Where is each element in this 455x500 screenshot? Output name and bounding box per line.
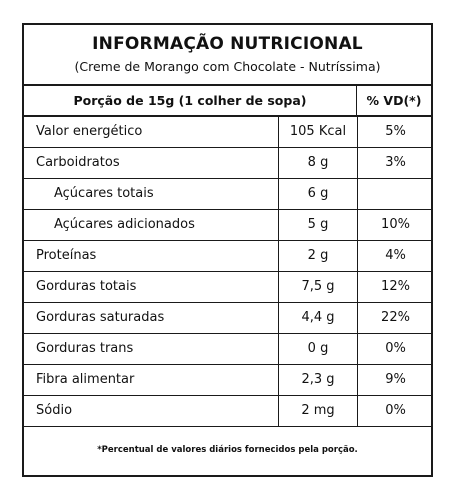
nutrient-row: Fibra alimentar 2,3 g 9% bbox=[24, 365, 431, 396]
nutrient-row: Açúcares adicionados 5 g 10% bbox=[24, 210, 431, 241]
nutrient-row: Sódio 2 mg 0% bbox=[24, 396, 431, 427]
nutrition-facts-label: INFORMAÇÃO NUTRICIONAL (Creme de Morango… bbox=[22, 23, 433, 477]
nutrient-name: Valor energético bbox=[36, 124, 143, 139]
nutrient-row: Gorduras trans 0 g 0% bbox=[24, 334, 431, 365]
nutrient-name: Proteínas bbox=[36, 248, 97, 263]
nutrient-daily-value: 10% bbox=[381, 217, 410, 232]
nutrient-daily-value: 4% bbox=[385, 248, 406, 263]
nutrient-name: Gorduras totais bbox=[36, 279, 137, 294]
nutrient-daily-value: 12% bbox=[381, 279, 410, 294]
nutrient-amount: 2 g bbox=[278, 241, 358, 271]
nutrient-amount: 2,3 g bbox=[278, 365, 358, 395]
footnote: *Percentual de valores diários fornecido… bbox=[97, 445, 358, 455]
nutrient-amount: 105 Kcal bbox=[278, 117, 358, 147]
nutrient-row: Carboidratos 8 g 3% bbox=[24, 148, 431, 179]
nutrient-name: Sódio bbox=[36, 403, 73, 418]
serving-row: Porção de 15g (1 colher de sopa) % VD(*) bbox=[24, 86, 431, 117]
nutrient-daily-value: 9% bbox=[385, 372, 406, 387]
nutrient-amount: 0 g bbox=[278, 334, 358, 364]
nutrient-row: Gorduras totais 7,5 g 12% bbox=[24, 272, 431, 303]
nutrient-daily-value: 3% bbox=[385, 155, 406, 170]
nutrient-daily-value: 0% bbox=[385, 403, 406, 418]
nutrient-name: Gorduras trans bbox=[36, 341, 134, 356]
daily-value-header: % VD(*) bbox=[366, 93, 422, 108]
label-header: INFORMAÇÃO NUTRICIONAL (Creme de Morango… bbox=[24, 25, 431, 86]
product-name: (Creme de Morango com Chocolate - Nutrís… bbox=[74, 59, 381, 74]
nutrient-amount: 4,4 g bbox=[278, 303, 358, 333]
nutrient-name: Carboidratos bbox=[36, 155, 120, 170]
nutrient-amount: 6 g bbox=[278, 179, 358, 209]
nutrient-row: Gorduras saturadas 4,4 g 22% bbox=[24, 303, 431, 334]
nutrient-name: Açúcares adicionados bbox=[54, 217, 195, 232]
nutrient-row: Proteínas 2 g 4% bbox=[24, 241, 431, 272]
nutrient-row: Valor energético 105 Kcal 5% bbox=[24, 117, 431, 148]
nutrient-daily-value bbox=[358, 179, 433, 209]
nutrient-amount: 5 g bbox=[278, 210, 358, 240]
nutrient-row: Açúcares totais 6 g bbox=[24, 179, 431, 210]
nutrient-daily-value: 22% bbox=[381, 310, 410, 325]
nutrient-amount: 7,5 g bbox=[278, 272, 358, 302]
nutrient-name: Fibra alimentar bbox=[36, 372, 135, 387]
nutrient-amount: 2 mg bbox=[278, 396, 358, 426]
nutrient-daily-value: 5% bbox=[385, 124, 406, 139]
nutrient-daily-value: 0% bbox=[385, 341, 406, 356]
nutrient-amount: 8 g bbox=[278, 148, 358, 178]
nutrient-name: Açúcares totais bbox=[54, 186, 154, 201]
nutrient-name: Gorduras saturadas bbox=[36, 310, 165, 325]
label-title: INFORMAÇÃO NUTRICIONAL bbox=[92, 34, 363, 54]
serving-size: Porção de 15g (1 colher de sopa) bbox=[24, 86, 357, 115]
